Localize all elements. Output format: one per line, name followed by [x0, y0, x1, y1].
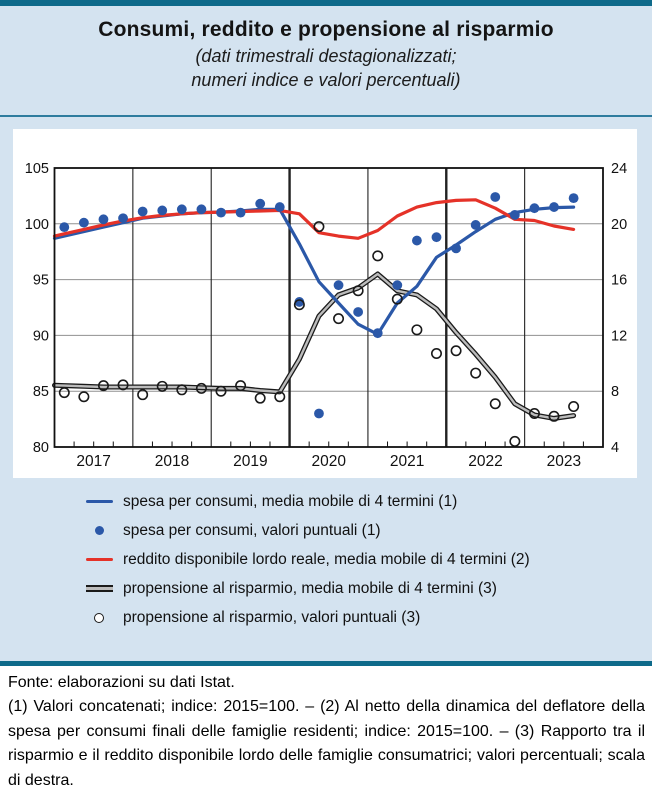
- svg-text:90: 90: [33, 328, 49, 344]
- open-circle-icon: [94, 612, 104, 623]
- chart-svg: 105 100 95 90 85 80 24 20 16 12 8 4 2017 2018 2019 2020…: [25, 161, 627, 470]
- red-line-icon: [85, 557, 113, 562]
- legend-label: spesa per consumi, valori puntuali (1): [123, 521, 381, 539]
- source-line: Fonte: elaborazioni su dati Istat.: [8, 674, 235, 691]
- svg-text:80: 80: [33, 440, 49, 456]
- footnote-block: Fonte: elaborazioni su dati Istat. (1) V…: [8, 671, 645, 793]
- title-divider-line: [0, 115, 652, 117]
- legend-label: reddito disponibile lordo reale, media m…: [123, 550, 530, 568]
- svg-text:12: 12: [611, 328, 627, 344]
- svg-text:2021: 2021: [390, 453, 424, 470]
- legend-item-consumption-points: spesa per consumi, valori puntuali (1): [84, 516, 530, 545]
- chart-card: 105 100 95 90 85 80 24 20 16 12 8 4 2017 2018 2019 2020…: [13, 129, 637, 478]
- gray-double-line-icon: [85, 585, 113, 592]
- chart-panel: Consumi, reddito e propensione al rispar…: [0, 6, 652, 661]
- svg-text:4: 4: [611, 440, 619, 456]
- svg-text:2022: 2022: [468, 453, 502, 470]
- svg-text:105: 105: [25, 161, 49, 177]
- svg-text:8: 8: [611, 384, 619, 400]
- blue-line-icon: [85, 499, 113, 504]
- legend-item-consumption-ma: spesa per consumi, media mobile di 4 ter…: [84, 487, 530, 516]
- legend-label: spesa per consumi, media mobile di 4 ter…: [123, 492, 458, 510]
- notes-text: (1) Valori concatenati; indice: 2015=100…: [8, 698, 645, 789]
- svg-text:2017: 2017: [76, 453, 110, 470]
- legend: spesa per consumi, media mobile di 4 ter…: [84, 487, 530, 632]
- bottom-teal-bar: [0, 661, 652, 666]
- svg-text:2018: 2018: [155, 453, 189, 470]
- svg-text:100: 100: [25, 217, 49, 233]
- legend-label: propensione al risparmio, media mobile d…: [123, 579, 497, 597]
- legend-item-saving-points: propensione al risparmio, valori puntual…: [84, 603, 530, 632]
- svg-text:2020: 2020: [312, 453, 347, 470]
- chart-subtitle-line2: numeri indice e valori percentuali): [191, 70, 461, 90]
- page-title: Consumi, reddito e propensione al rispar…: [98, 18, 554, 41]
- legend-item-income-ma: reddito disponibile lordo reale, media m…: [84, 545, 530, 574]
- legend-item-saving-ma: propensione al risparmio, media mobile d…: [84, 574, 530, 603]
- svg-text:24: 24: [611, 161, 627, 177]
- svg-text:95: 95: [33, 273, 49, 289]
- svg-text:2019: 2019: [233, 453, 267, 470]
- blue-dot-icon: [94, 526, 104, 535]
- svg-text:85: 85: [33, 384, 49, 400]
- svg-text:16: 16: [611, 273, 627, 289]
- legend-label: propensione al risparmio, valori puntual…: [123, 608, 421, 626]
- top-teal-bar: [0, 0, 652, 6]
- chart-subtitle-line1: (dati trimestrali destagionalizzati;: [195, 46, 457, 66]
- svg-text:2023: 2023: [547, 453, 581, 470]
- svg-text:20: 20: [611, 217, 627, 233]
